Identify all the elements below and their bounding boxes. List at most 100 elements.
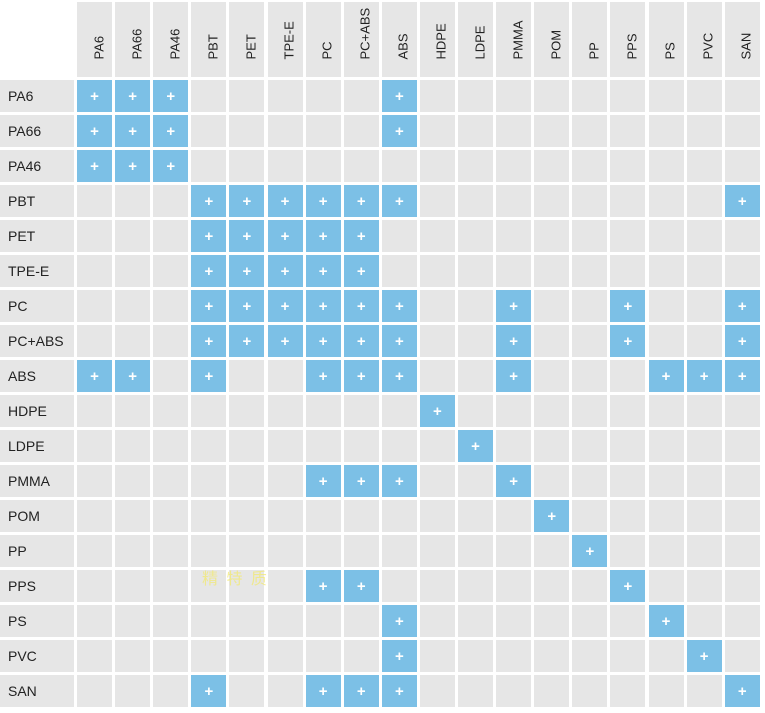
compatible-mark: + [724, 360, 760, 392]
compatible-mark: + [343, 255, 379, 287]
compatible-mark: + [572, 535, 608, 567]
empty-cell [381, 430, 417, 462]
empty-cell [458, 80, 494, 112]
compatible-mark: + [77, 150, 113, 182]
empty-cell [610, 535, 646, 567]
empty-cell [686, 290, 722, 322]
empty-cell [610, 185, 646, 217]
empty-cell [229, 605, 265, 637]
empty-cell [534, 150, 570, 182]
compatible-mark: + [305, 570, 341, 602]
column-header: PMMA [496, 2, 532, 77]
empty-cell [572, 220, 608, 252]
column-header: TPE-E [267, 2, 303, 77]
column-header-label: ABS [395, 33, 411, 60]
empty-cell [115, 465, 151, 497]
empty-cell [267, 115, 303, 147]
column-header-label: PVC [700, 32, 716, 60]
empty-cell [496, 675, 532, 707]
empty-cell [115, 605, 151, 637]
empty-cell [115, 185, 151, 217]
column-header: PA66 [115, 2, 151, 77]
empty-cell [610, 500, 646, 532]
empty-cell [153, 325, 189, 357]
empty-cell [229, 570, 265, 602]
compatible-mark: + [191, 290, 227, 322]
compatible-mark: + [77, 115, 113, 147]
empty-cell [229, 360, 265, 392]
empty-cell [267, 430, 303, 462]
empty-cell [381, 220, 417, 252]
empty-cell [534, 640, 570, 672]
empty-cell [343, 395, 379, 427]
empty-cell [458, 605, 494, 637]
empty-cell [648, 220, 684, 252]
empty-cell [153, 360, 189, 392]
empty-cell [153, 570, 189, 602]
empty-cell [610, 220, 646, 252]
empty-cell [458, 290, 494, 322]
compatible-mark: + [305, 360, 341, 392]
row-header: PA66 [0, 115, 74, 147]
empty-cell [534, 290, 570, 322]
empty-cell [267, 570, 303, 602]
empty-cell [458, 185, 494, 217]
empty-cell [153, 675, 189, 707]
empty-cell [610, 80, 646, 112]
empty-cell [610, 395, 646, 427]
empty-cell [648, 675, 684, 707]
compatible-mark: + [381, 675, 417, 707]
empty-cell [686, 535, 722, 567]
compatible-mark: + [534, 500, 570, 532]
compatible-mark: + [115, 80, 151, 112]
empty-cell [191, 465, 227, 497]
empty-cell [572, 395, 608, 427]
empty-cell [572, 570, 608, 602]
empty-cell [267, 675, 303, 707]
empty-cell [572, 255, 608, 287]
column-header-label: PPS [624, 33, 640, 60]
compatible-mark: + [496, 360, 532, 392]
empty-cell [419, 430, 455, 462]
empty-cell [534, 220, 570, 252]
empty-cell [724, 115, 760, 147]
empty-cell [648, 395, 684, 427]
compatible-mark: + [381, 80, 417, 112]
column-header-label: PA46 [167, 28, 183, 60]
empty-cell [343, 115, 379, 147]
empty-cell [305, 535, 341, 567]
row-header: PC [0, 290, 74, 322]
empty-cell [381, 570, 417, 602]
empty-cell [648, 465, 684, 497]
compatible-mark: + [305, 325, 341, 357]
compatible-mark: + [267, 325, 303, 357]
column-header: PPS [610, 2, 646, 77]
column-header: POM [534, 2, 570, 77]
empty-cell [229, 500, 265, 532]
compatible-mark: + [229, 325, 265, 357]
empty-cell [724, 220, 760, 252]
empty-cell [572, 185, 608, 217]
row-header: PVC [0, 640, 74, 672]
row-header: PET [0, 220, 74, 252]
empty-cell [419, 150, 455, 182]
column-header: ABS [381, 2, 417, 77]
empty-cell [191, 500, 227, 532]
column-header: PA6 [77, 2, 113, 77]
empty-cell [534, 185, 570, 217]
empty-cell [648, 150, 684, 182]
empty-cell [77, 290, 113, 322]
empty-cell [686, 430, 722, 462]
compatible-mark: + [343, 570, 379, 602]
empty-cell [191, 115, 227, 147]
empty-cell [686, 185, 722, 217]
empty-cell [496, 80, 532, 112]
column-header: PC [305, 2, 341, 77]
column-header-label: PA6 [91, 35, 107, 60]
compatible-mark: + [267, 290, 303, 322]
watermark: 精 特 质 [202, 571, 269, 588]
row-header: PA46 [0, 150, 74, 182]
empty-cell [305, 500, 341, 532]
compatible-mark: + [381, 290, 417, 322]
compatible-mark: + [191, 220, 227, 252]
